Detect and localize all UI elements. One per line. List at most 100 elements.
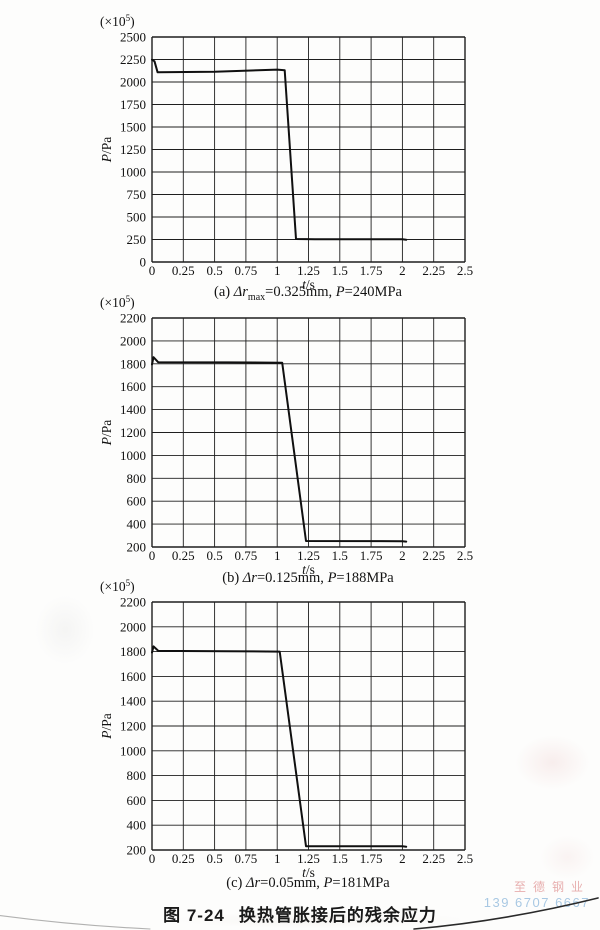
y-axis-label: P/Pa — [99, 713, 114, 740]
chart-a-tick-labels: 0 250 500 750 1000 1250 1500 1750 2000 2250 2500 0 0… — [120, 30, 473, 279]
svg-text:2: 2 — [399, 851, 406, 866]
caption-delta: Δr — [233, 284, 248, 300]
figure-caption: 图 7-24 换热管胀接后的残余应力 — [0, 901, 600, 926]
svg-text:800: 800 — [127, 471, 147, 486]
caption-p: P — [335, 284, 345, 300]
svg-text:1200: 1200 — [120, 425, 146, 440]
svg-text:1800: 1800 — [120, 356, 146, 371]
svg-text:1600: 1600 — [120, 669, 146, 684]
svg-text:1200: 1200 — [120, 719, 146, 734]
chart-b: 200 400 600 800 1000 1200 1400 1600 1800 2000 2200… — [99, 294, 473, 577]
caption-p: P — [323, 875, 333, 891]
chart-a-grid — [151, 36, 466, 263]
svg-text:1000: 1000 — [120, 165, 146, 180]
caption-value: =0.125mm, — [256, 570, 328, 586]
svg-text:1.75: 1.75 — [360, 851, 383, 866]
caption-p-value: =188MPa — [336, 570, 394, 586]
caption-prefix: (c) — [226, 875, 246, 891]
svg-text:0.5: 0.5 — [206, 851, 222, 866]
svg-text:1500: 1500 — [120, 120, 146, 135]
svg-text:1800: 1800 — [120, 644, 146, 659]
svg-text:2: 2 — [399, 263, 406, 278]
svg-text:1000: 1000 — [120, 448, 146, 463]
caption-prefix: (b) — [222, 570, 243, 586]
svg-text:0.25: 0.25 — [172, 548, 195, 563]
figure-number: 图 7-24 — [163, 906, 225, 925]
svg-text:1600: 1600 — [120, 379, 146, 394]
caption-sub: max — [247, 291, 266, 303]
y-axis-multiplier: (×105) — [100, 13, 135, 29]
svg-text:0: 0 — [149, 263, 156, 278]
x-axis-label: t/s — [302, 865, 315, 880]
svg-text:1.75: 1.75 — [360, 548, 383, 563]
svg-text:2.5: 2.5 — [457, 851, 473, 866]
svg-text:0.25: 0.25 — [172, 851, 195, 866]
svg-text:400: 400 — [127, 517, 147, 532]
svg-text:0: 0 — [149, 548, 156, 563]
chart-c: 200 400 600 800 1000 1200 1400 1600 1800 2000 2200… — [99, 578, 473, 880]
svg-text:1: 1 — [274, 263, 281, 278]
svg-text:1: 1 — [274, 548, 281, 563]
y-axis-multiplier: (×105) — [100, 294, 135, 310]
svg-text:250: 250 — [127, 232, 147, 247]
svg-text:2: 2 — [399, 548, 406, 563]
svg-text:1.5: 1.5 — [332, 263, 348, 278]
svg-text:1: 1 — [274, 851, 281, 866]
svg-text:0.75: 0.75 — [235, 548, 258, 563]
svg-text:500: 500 — [127, 210, 147, 225]
svg-text:1.25: 1.25 — [297, 548, 320, 563]
x-axis-label: t/s — [302, 562, 315, 577]
chart-b-grid — [151, 317, 466, 548]
svg-text:1250: 1250 — [120, 142, 146, 157]
svg-text:0.25: 0.25 — [172, 263, 195, 278]
chart-c-caption: (c) Δr=0.05mm, P=181MPa — [8, 875, 600, 894]
chart-a: 0 250 500 750 1000 1250 1500 1750 2000 2250 2500 0 0… — [99, 13, 473, 292]
svg-text:2200: 2200 — [120, 595, 146, 610]
caption-p-value: =181MPa — [332, 875, 390, 891]
watermark-phone: 139 6707 6667 — [483, 895, 590, 910]
figure-title: 换热管胀接后的残余应力 — [238, 906, 437, 925]
svg-text:200: 200 — [127, 540, 147, 555]
caption-delta: Δr — [242, 570, 257, 586]
svg-text:2.25: 2.25 — [422, 851, 445, 866]
caption-p: P — [327, 570, 337, 586]
svg-text:1400: 1400 — [120, 402, 146, 417]
caption-value: =0.325mm, — [265, 284, 336, 300]
chart-a-caption: (a) Δrmax=0.325mm, P=240MPa — [8, 284, 600, 303]
svg-text:0: 0 — [140, 255, 147, 270]
svg-text:600: 600 — [127, 793, 147, 808]
svg-text:1.75: 1.75 — [360, 263, 383, 278]
svg-text:400: 400 — [127, 818, 147, 833]
svg-text:2250: 2250 — [120, 52, 146, 67]
watermark: 至德钢业 139 6707 6667 — [484, 880, 590, 910]
svg-text:1000: 1000 — [120, 743, 146, 758]
svg-text:600: 600 — [127, 494, 147, 509]
caption-p-value: =240MPa — [344, 284, 402, 300]
svg-text:800: 800 — [127, 768, 147, 783]
svg-text:0.75: 0.75 — [235, 851, 258, 866]
svg-text:2.5: 2.5 — [457, 263, 473, 278]
caption-delta: Δr — [246, 875, 261, 891]
svg-text:2.25: 2.25 — [422, 263, 445, 278]
svg-text:1.5: 1.5 — [332, 548, 348, 563]
svg-text:750: 750 — [127, 187, 147, 202]
svg-text:1.25: 1.25 — [297, 263, 320, 278]
svg-text:2000: 2000 — [120, 619, 146, 634]
caption-prefix: (a) — [214, 284, 234, 300]
chart-b-caption: (b) Δr=0.125mm, P=188MPa — [8, 570, 600, 589]
chart-c-grid — [151, 601, 466, 851]
chart-c-tick-labels: 200 400 600 800 1000 1200 1400 1600 1800 2000 2200… — [120, 595, 473, 867]
caption-value: =0.05mm, — [260, 875, 324, 891]
chart-c-curve — [151, 645, 408, 848]
watermark-name: 至德钢业 — [513, 880, 590, 894]
svg-text:2500: 2500 — [120, 30, 146, 45]
svg-text:1750: 1750 — [120, 97, 146, 112]
y-axis-label: P/Pa — [99, 137, 114, 164]
svg-text:1.25: 1.25 — [297, 851, 320, 866]
svg-text:0.5: 0.5 — [206, 548, 222, 563]
y-axis-multiplier: (×105) — [100, 578, 135, 594]
svg-text:2200: 2200 — [120, 311, 146, 326]
svg-text:2.5: 2.5 — [457, 548, 473, 563]
chart-a-curve — [151, 58, 408, 241]
